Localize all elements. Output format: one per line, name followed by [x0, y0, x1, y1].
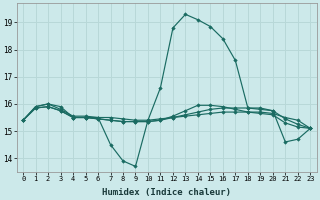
X-axis label: Humidex (Indice chaleur): Humidex (Indice chaleur): [102, 188, 231, 197]
